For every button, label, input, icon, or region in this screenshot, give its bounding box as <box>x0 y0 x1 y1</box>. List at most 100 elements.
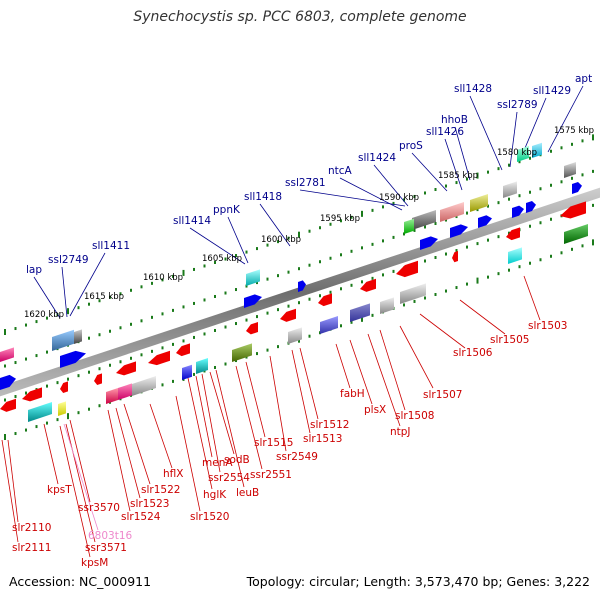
gene-label-plsX[interactable]: plsX <box>364 404 386 416</box>
gene-arrow[interactable] <box>298 280 306 292</box>
gene-label-ppnK[interactable]: ppnK <box>213 204 241 216</box>
gene-label-sll1428[interactable]: sll1428 <box>454 83 492 95</box>
gene-feature[interactable] <box>508 247 522 264</box>
gene-feature[interactable] <box>517 146 529 162</box>
gene-feature[interactable] <box>196 358 208 374</box>
gene-arrow[interactable] <box>512 205 524 218</box>
gene-feature[interactable] <box>74 329 82 344</box>
gene-feature[interactable] <box>350 303 370 322</box>
gene-label-ssr3570[interactable]: ssr3570 <box>78 502 120 514</box>
gene-label-kpsM[interactable]: kpsM <box>81 557 108 569</box>
gene-label-fabH[interactable]: fabH <box>340 388 365 400</box>
gene-label-ssr2551[interactable]: ssr2551 <box>250 469 292 481</box>
gene-feature[interactable] <box>564 162 576 178</box>
gene-arrow[interactable] <box>572 182 582 194</box>
gene-feature[interactable] <box>246 269 260 286</box>
gene-label-ssr3571[interactable]: ssr3571 <box>85 542 127 554</box>
gene-label-ssl2789[interactable]: ssl2789 <box>497 99 538 111</box>
leader-line <box>349 339 373 405</box>
gene-feature[interactable] <box>380 297 394 314</box>
gene-label-ntcA[interactable]: ntcA <box>328 165 353 177</box>
gene-arrow[interactable] <box>22 387 42 402</box>
gene-label-ssl2781[interactable]: ssl2781 <box>285 177 326 189</box>
gene-label-ssr2549[interactable]: ssr2549 <box>276 451 318 463</box>
gene-label-slr1522[interactable]: slr1522 <box>141 484 180 496</box>
gene-arrow[interactable] <box>0 398 16 412</box>
gene-feature[interactable] <box>132 376 156 396</box>
gene-feature[interactable] <box>564 224 588 244</box>
gene-feature[interactable] <box>503 181 517 198</box>
gene-label-slr2110[interactable]: slr2110 <box>12 522 51 534</box>
tick-mark <box>476 277 479 284</box>
gene-label-slr1523[interactable]: slr1523 <box>130 498 169 510</box>
gene-arrow[interactable] <box>420 236 438 250</box>
gene-label-lap[interactable]: lap <box>26 264 42 276</box>
gene-arrow[interactable] <box>560 201 586 219</box>
gene-label-slr1506[interactable]: slr1506 <box>453 347 493 359</box>
gene-label-slr1513[interactable]: slr1513 <box>303 433 342 445</box>
gene-label-proS[interactable]: proS <box>399 140 423 152</box>
gene-arrow[interactable] <box>506 227 520 241</box>
gene-label-slr1520[interactable]: slr1520 <box>190 511 229 523</box>
gene-arrow[interactable] <box>526 201 536 213</box>
gene-label-ntpJ[interactable]: ntpJ <box>390 426 411 438</box>
gene-feature[interactable] <box>320 316 338 334</box>
gene-feature[interactable] <box>440 202 464 222</box>
gene-label-slr2111[interactable]: slr2111 <box>12 542 51 554</box>
gene-arrow[interactable] <box>478 215 492 228</box>
gene-arrow[interactable] <box>94 373 102 385</box>
gene-label-slr1505[interactable]: slr1505 <box>490 334 529 346</box>
gene-label-sll1414[interactable]: sll1414 <box>173 215 211 227</box>
gene-label-apt[interactable]: apt <box>575 73 592 85</box>
gene-feature[interactable] <box>288 327 302 344</box>
gene-arrow[interactable] <box>60 381 68 393</box>
gene-label-sll1411[interactable]: sll1411 <box>92 240 130 252</box>
gene-label-hglK[interactable]: hglK <box>203 489 227 501</box>
gene-label-leuB[interactable]: leuB <box>236 487 259 499</box>
gene-feature[interactable] <box>0 347 14 362</box>
gene-label-sodB[interactable]: sodB <box>224 454 250 466</box>
gene-label-sll1418[interactable]: sll1418 <box>244 191 282 203</box>
gene-label-sll1426[interactable]: sll1426 <box>426 126 464 138</box>
gene-arrow[interactable] <box>452 251 458 263</box>
gene-label-hflX[interactable]: hflX <box>163 468 183 480</box>
gene-label-slr1508[interactable]: slr1508 <box>395 410 434 422</box>
gene-feature[interactable] <box>182 364 192 380</box>
gene-feature[interactable] <box>232 343 252 362</box>
gene-feature[interactable] <box>400 283 426 304</box>
gene-arrow[interactable] <box>176 343 190 357</box>
gene-label-slr1524[interactable]: slr1524 <box>121 511 161 523</box>
gene-feature[interactable] <box>470 194 488 212</box>
gene-arrow[interactable] <box>60 350 86 368</box>
gene-label-slr1503[interactable]: slr1503 <box>528 320 567 332</box>
gene-label-sll1424[interactable]: sll1424 <box>358 152 396 164</box>
gene-feature[interactable] <box>106 388 118 404</box>
gene-arrow[interactable] <box>148 350 170 366</box>
gene-label-ssr2554[interactable]: ssr2554 <box>208 472 250 484</box>
gene-feature[interactable] <box>58 401 66 416</box>
gene-label-kpsT[interactable]: kpsT <box>47 484 72 496</box>
gene-arrow[interactable] <box>244 294 262 308</box>
gene-arrow[interactable] <box>360 278 376 292</box>
gene-label-ssl2749[interactable]: ssl2749 <box>48 254 89 266</box>
gene-label-menA[interactable]: menA <box>202 457 233 469</box>
gene-feature[interactable] <box>118 383 132 400</box>
gene-arrow[interactable] <box>246 322 258 335</box>
gene-label-slr1515[interactable]: slr1515 <box>254 437 293 449</box>
gene-feature[interactable] <box>532 142 542 158</box>
gene-arrow[interactable] <box>318 293 332 307</box>
gene-feature[interactable] <box>52 329 74 351</box>
gene-arrow[interactable] <box>0 374 16 390</box>
gene-arrow[interactable] <box>450 224 468 238</box>
gene-label-sll1429[interactable]: sll1429 <box>533 85 571 97</box>
gene-label-slr1512[interactable]: slr1512 <box>310 419 349 431</box>
gene-arrow[interactable] <box>116 361 136 376</box>
gene-label-slr1507[interactable]: slr1507 <box>423 389 462 401</box>
gene-feature[interactable] <box>404 218 414 234</box>
gene-label-6803t16[interactable]: 6803t16 <box>88 530 133 542</box>
gene-feature[interactable] <box>412 210 436 230</box>
gene-label-hhoB[interactable]: hhoB <box>441 114 468 126</box>
gene-arrow[interactable] <box>396 260 418 278</box>
gene-arrow[interactable] <box>280 308 296 322</box>
gene-feature[interactable] <box>28 402 52 422</box>
